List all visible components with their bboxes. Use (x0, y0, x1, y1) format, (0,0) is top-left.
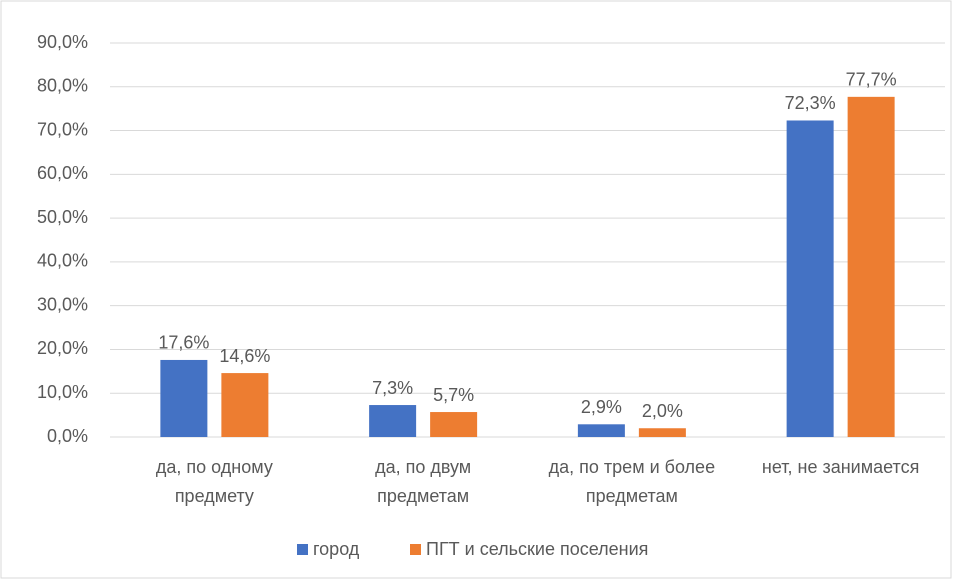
data-label: 5,7% (433, 385, 474, 405)
data-label: 77,7% (846, 70, 897, 90)
data-label: 72,3% (785, 93, 836, 113)
x-tick-label: нет, не занимается (762, 457, 919, 477)
legend-swatch (297, 544, 308, 555)
legend-label: ПГТ и сельские поселения (426, 539, 648, 559)
bar (638, 428, 686, 437)
legend-label: город (313, 539, 360, 559)
x-tick-label-line: предметам (586, 486, 678, 506)
y-tick-label: 80,0% (37, 76, 88, 96)
y-tick-label: 20,0% (37, 338, 88, 358)
x-tick-label-line: да, по одному (156, 457, 273, 477)
bar (221, 373, 269, 437)
x-tick-label: да, по трем и более предметам (549, 457, 715, 506)
bar (847, 96, 895, 437)
bar (160, 359, 208, 437)
y-tick-label: 60,0% (37, 163, 88, 183)
data-label: 14,6% (219, 346, 270, 366)
x-tick-label-line: нет, не занимается (762, 457, 919, 477)
y-tick-label: 90,0% (37, 32, 88, 52)
data-label: 17,6% (158, 333, 209, 353)
x-tick-label-line: предмету (175, 486, 254, 506)
y-tick-label: 40,0% (37, 251, 88, 271)
x-tick-label-line: да, по двум (375, 457, 471, 477)
data-label: 2,9% (581, 397, 622, 417)
bar (430, 412, 478, 437)
x-tick-label: да, по двум предметам (375, 457, 471, 506)
data-label: 2,0% (642, 401, 683, 421)
y-tick-label: 70,0% (37, 119, 88, 139)
bar (577, 424, 625, 437)
legend-swatch (410, 544, 421, 555)
x-tick-label-line: да, по трем и более (549, 457, 715, 477)
data-label: 7,3% (372, 378, 413, 398)
x-tick-label: да, по одному предмету (156, 457, 273, 506)
y-tick-label: 50,0% (37, 207, 88, 227)
y-tick-label: 10,0% (37, 382, 88, 402)
bar (369, 405, 417, 437)
bar (786, 120, 834, 437)
x-tick-label-line: предметам (377, 486, 469, 506)
y-tick-label: 30,0% (37, 294, 88, 314)
y-tick-label: 0,0% (47, 426, 88, 446)
